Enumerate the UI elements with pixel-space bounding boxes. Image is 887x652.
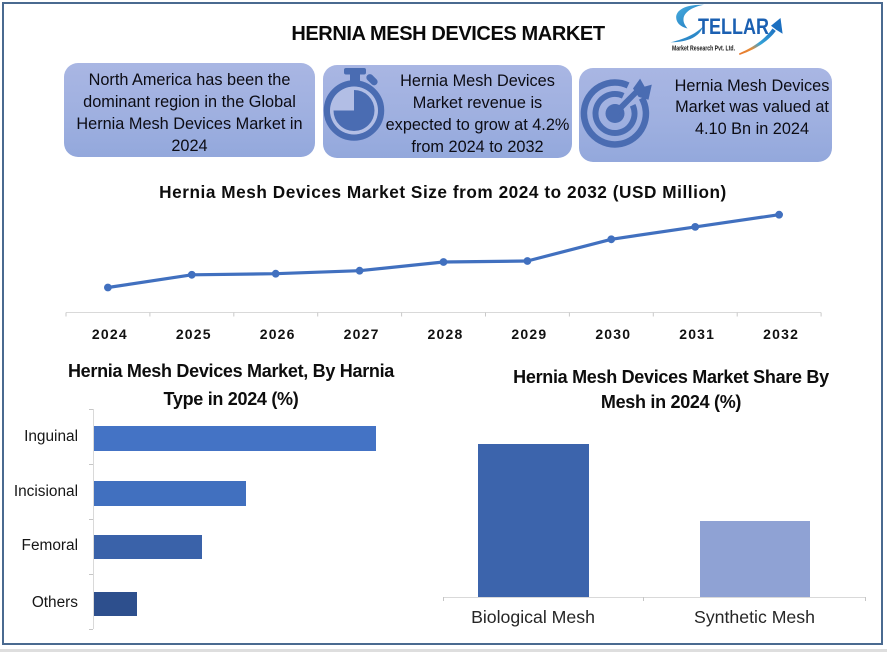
svg-text:TELLAR: TELLAR [698, 14, 769, 39]
svg-text:Market Research Pvt. Ltd.: Market Research Pvt. Ltd. [672, 46, 735, 53]
